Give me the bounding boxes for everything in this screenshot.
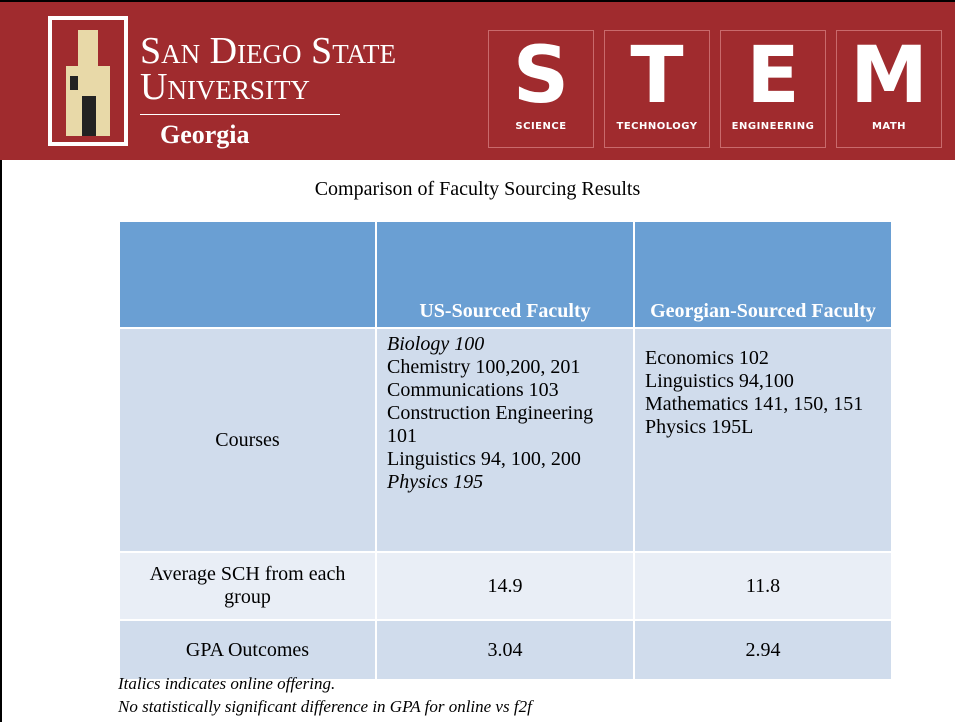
course: Chemistry 100,200, 201: [387, 356, 581, 378]
stem-word: ENGINEERING: [731, 121, 815, 132]
banner: San Diego State University Georgia S SCIE…: [0, 0, 955, 160]
table-row: GPA Outcomes 3.04 2.94: [118, 619, 893, 681]
divider: [140, 114, 340, 115]
course: Physics 195L: [645, 416, 754, 438]
course: Linguistics 94, 100, 200: [387, 448, 581, 470]
stem-word: MATH: [871, 121, 907, 132]
stem-box: E ENGINEERING: [720, 30, 826, 148]
course: Economics 102: [645, 347, 769, 369]
university-name: University: [140, 66, 310, 108]
course: Construction Engineering 101: [387, 402, 594, 447]
stem-letter: M: [850, 31, 928, 121]
table-row: Average SCH from each group 14.9 11.8: [118, 551, 893, 621]
value-cell: 3.04: [375, 619, 635, 681]
stem-box: S SCIENCE: [488, 30, 594, 148]
table-row: Courses Biology 100 Chemistry 100,200, 201…: [118, 327, 893, 553]
table: US-Sourced Faculty Georgian-Sourced Facu…: [118, 220, 893, 681]
university-name: San Diego State: [140, 30, 397, 72]
header-cell: [118, 220, 377, 329]
row-label: Courses: [118, 327, 377, 553]
row-label: Average SCH from each group: [118, 551, 377, 621]
header-cell: US-Sourced Faculty: [375, 220, 635, 329]
course: Mathematics 141, 150, 151: [645, 393, 864, 415]
border: [0, 160, 2, 722]
stem-box: T TECHNOLOGY: [604, 30, 710, 148]
campus: Georgia: [160, 120, 250, 149]
course: Linguistics 94,100: [645, 370, 794, 392]
stem-box: M MATH: [836, 30, 942, 148]
course: Physics 195: [387, 471, 484, 493]
value-cell: 2.94: [633, 619, 893, 681]
value-cell: 14.9: [375, 551, 635, 621]
header-cell: Georgian-Sourced Faculty: [633, 220, 893, 329]
value-cell: 11.8: [633, 551, 893, 621]
stem-word: TECHNOLOGY: [616, 121, 698, 132]
stem-letter: T: [630, 31, 684, 121]
stem-letter: S: [512, 31, 570, 121]
course: Communications 103: [387, 379, 559, 401]
note: No statistically significant difference …: [118, 697, 532, 716]
course: Biology 100: [387, 333, 485, 355]
logo-icon: [48, 16, 128, 146]
slide-title: Comparison of Faculty Sourcing Results: [314, 178, 641, 200]
note: Italics indicates online offering.: [118, 674, 336, 693]
stem-letter: E: [746, 31, 800, 121]
stem-word: SCIENCE: [515, 121, 567, 132]
course-cell: Biology 100 Chemistry 100,200, 201 Communi…: [375, 327, 635, 553]
course-cell: Economics 102 Linguistics 94,100 Mathemati…: [633, 327, 893, 553]
row-label: GPA Outcomes: [118, 619, 377, 681]
